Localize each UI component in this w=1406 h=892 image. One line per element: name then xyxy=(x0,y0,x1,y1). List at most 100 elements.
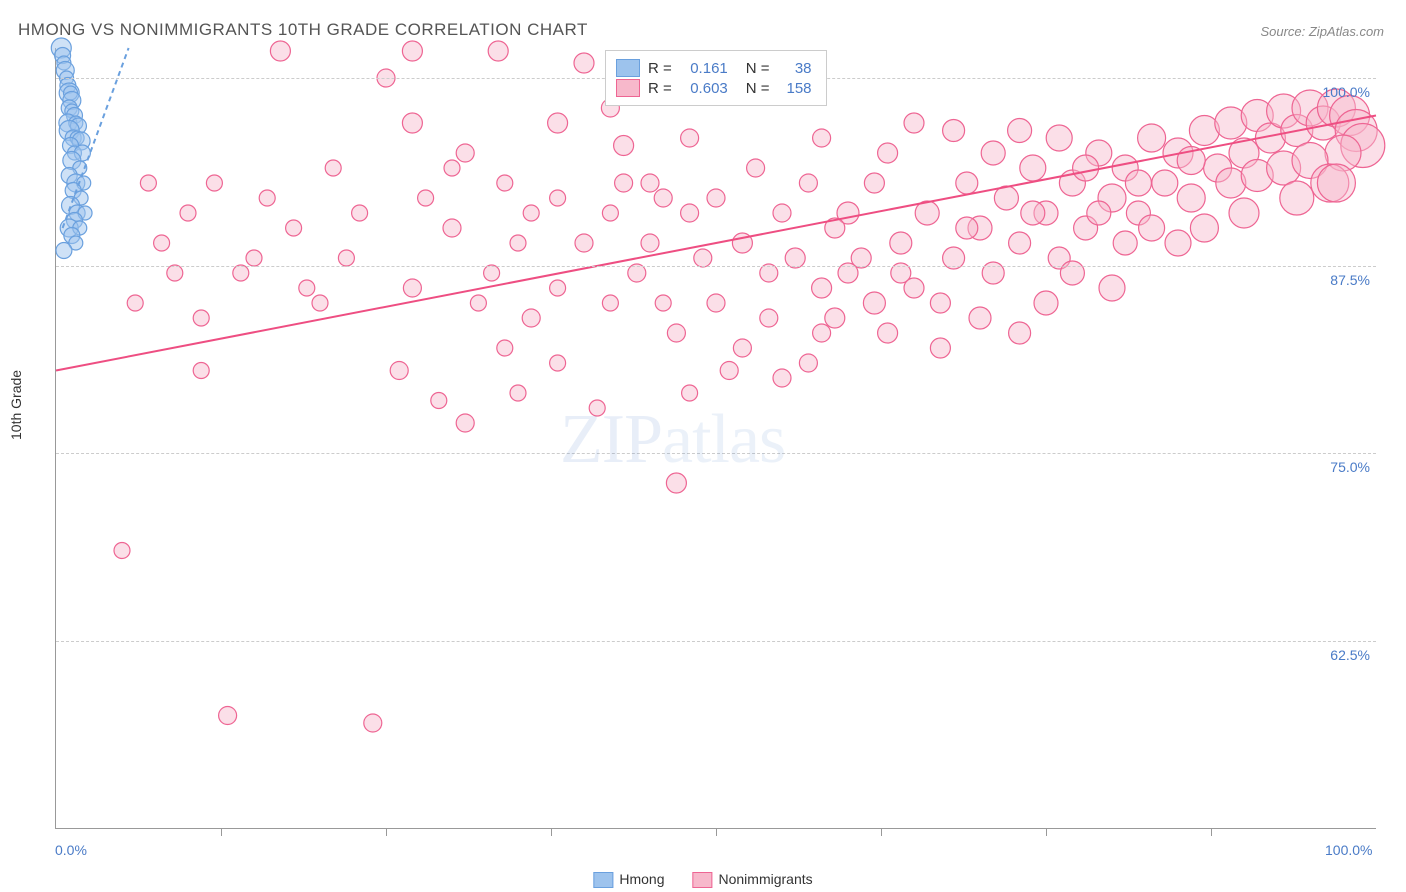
data-point xyxy=(943,120,965,142)
data-point xyxy=(286,220,302,236)
data-point xyxy=(443,219,461,237)
x-tick xyxy=(551,828,552,836)
data-point xyxy=(1190,214,1218,242)
data-point xyxy=(510,235,526,251)
data-point xyxy=(1280,181,1314,215)
data-point xyxy=(127,295,143,311)
stats-row: R =0.603N =158 xyxy=(616,79,812,97)
x-tick xyxy=(1211,828,1212,836)
data-point xyxy=(497,340,513,356)
data-point xyxy=(969,307,991,329)
data-point xyxy=(825,308,845,328)
x-tick xyxy=(1046,828,1047,836)
data-point xyxy=(1113,231,1137,255)
stats-swatch xyxy=(616,79,640,97)
data-point xyxy=(1046,125,1072,151)
data-point xyxy=(180,205,196,221)
stats-n-label: N = xyxy=(746,60,770,77)
data-point xyxy=(863,292,885,314)
data-point xyxy=(1087,201,1111,225)
data-point xyxy=(878,143,898,163)
data-point xyxy=(575,234,593,252)
data-point xyxy=(299,280,315,296)
data-point xyxy=(812,278,832,298)
data-point xyxy=(878,323,898,343)
data-point xyxy=(193,310,209,326)
data-point xyxy=(1073,155,1099,181)
x-tick-label: 0.0% xyxy=(55,842,87,858)
x-tick xyxy=(221,828,222,836)
data-point xyxy=(246,250,262,266)
data-point xyxy=(602,205,618,221)
legend-swatch xyxy=(693,872,713,888)
data-point xyxy=(56,243,72,259)
data-point xyxy=(418,190,434,206)
data-point xyxy=(667,324,685,342)
data-point xyxy=(114,543,130,559)
data-point xyxy=(904,113,924,133)
legend-label: Nonimmigrants xyxy=(719,871,813,887)
data-point xyxy=(352,205,368,221)
data-point xyxy=(956,217,978,239)
watermark-thin: atlas xyxy=(662,401,785,478)
data-point xyxy=(233,265,249,281)
stats-r-value: 0.161 xyxy=(680,60,728,77)
data-point xyxy=(1138,124,1166,152)
data-point xyxy=(655,295,671,311)
data-point xyxy=(206,175,222,191)
data-point xyxy=(550,355,566,371)
x-tick xyxy=(716,828,717,836)
data-point xyxy=(707,189,725,207)
data-point xyxy=(497,175,513,191)
data-point xyxy=(470,295,486,311)
data-point xyxy=(864,173,884,193)
data-point xyxy=(760,264,778,282)
stats-box: R =0.161N =38R =0.603N =158 xyxy=(605,50,827,106)
data-point xyxy=(390,362,408,380)
data-point xyxy=(681,204,699,222)
data-point xyxy=(550,280,566,296)
source-attribution: Source: ZipAtlas.com xyxy=(1260,24,1384,39)
data-point xyxy=(628,264,646,282)
data-point xyxy=(930,338,950,358)
data-point xyxy=(550,190,566,206)
data-point xyxy=(456,144,474,162)
stats-row: R =0.161N =38 xyxy=(616,59,812,77)
data-point xyxy=(733,339,751,357)
data-point xyxy=(1020,155,1046,181)
stats-r-label: R = xyxy=(648,80,672,97)
data-point xyxy=(602,295,618,311)
data-point xyxy=(259,190,275,206)
data-point xyxy=(799,354,817,372)
data-point xyxy=(193,363,209,379)
data-point xyxy=(522,309,540,327)
data-point xyxy=(510,385,526,401)
watermark: ZIPatlas xyxy=(560,400,785,480)
data-point xyxy=(548,113,568,133)
data-point xyxy=(364,714,382,732)
data-point xyxy=(431,393,447,409)
data-point xyxy=(981,141,1005,165)
stats-r-label: R = xyxy=(648,60,672,77)
data-point xyxy=(956,172,978,194)
stats-n-label: N = xyxy=(746,80,770,97)
data-point xyxy=(403,279,421,297)
y-tick-label: 87.5% xyxy=(1315,272,1370,288)
y-tick-label: 100.0% xyxy=(1315,84,1370,100)
gridline xyxy=(56,641,1376,642)
data-point xyxy=(694,249,712,267)
data-point xyxy=(219,707,237,725)
data-point xyxy=(890,232,912,254)
legend-item: Nonimmigrants xyxy=(693,871,813,888)
data-point xyxy=(167,265,183,281)
data-point xyxy=(325,160,341,176)
x-tick xyxy=(881,828,882,836)
data-point xyxy=(444,160,460,176)
legend-bottom: HmongNonimmigrants xyxy=(593,871,812,888)
x-tick xyxy=(386,828,387,836)
watermark-bold: ZIP xyxy=(560,401,662,478)
data-point xyxy=(760,309,778,327)
chart-title: HMONG VS NONIMMIGRANTS 10TH GRADE CORREL… xyxy=(18,20,588,40)
data-point xyxy=(720,362,738,380)
data-point xyxy=(402,113,422,133)
